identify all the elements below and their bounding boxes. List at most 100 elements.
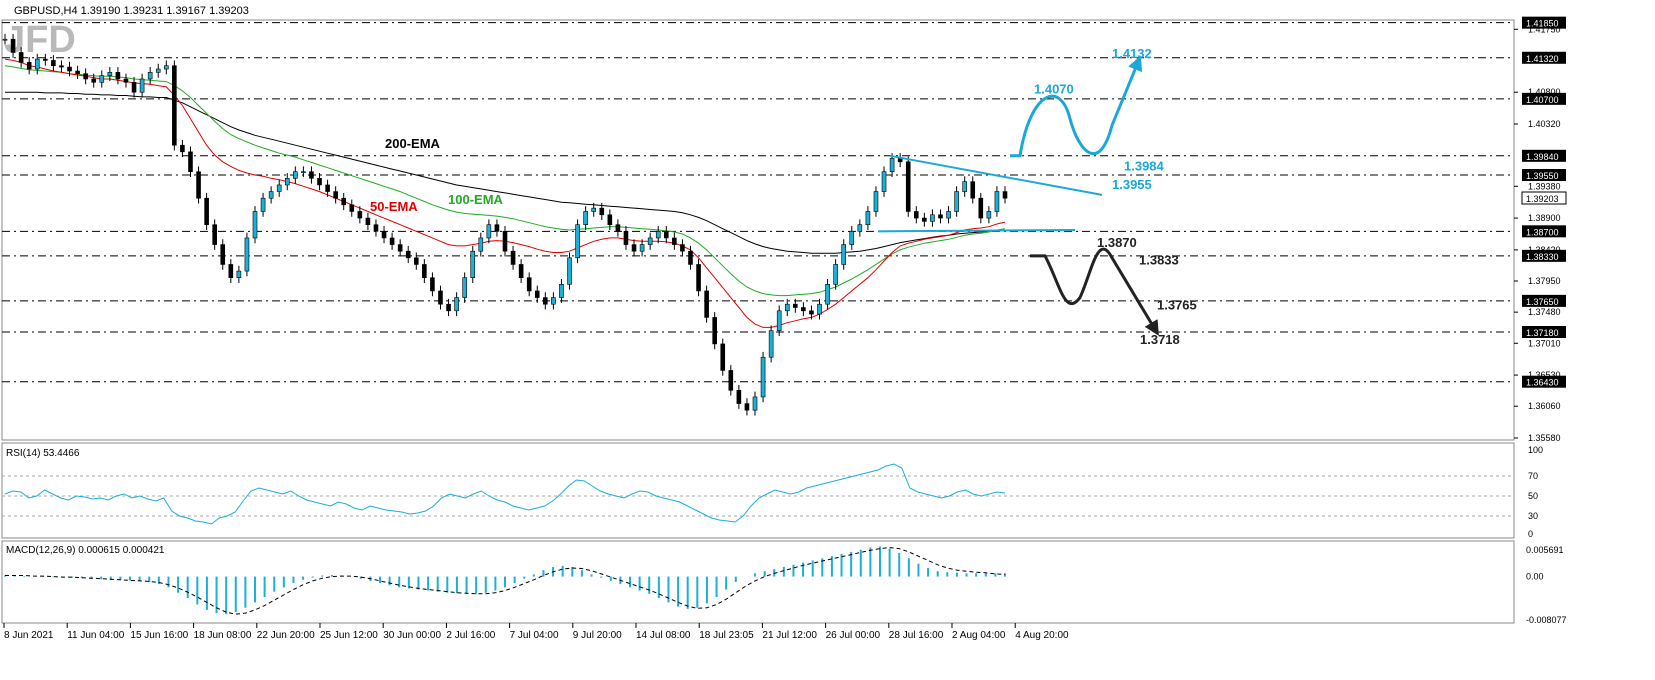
y-tick-label: 1.41750 bbox=[1528, 24, 1561, 34]
current-price-box bbox=[1521, 191, 1567, 205]
candle-body bbox=[865, 211, 871, 226]
level-label: 1.37650 bbox=[1526, 297, 1559, 307]
x-tick-label: 11 Jun 04:00 bbox=[67, 630, 125, 641]
level-box bbox=[1522, 149, 1566, 162]
candle-body bbox=[470, 250, 476, 278]
x-tick-label: 14 Jul 08:00 bbox=[636, 630, 691, 641]
y-tick-label: 1.40800 bbox=[1528, 87, 1561, 97]
candle-body bbox=[147, 72, 153, 80]
candle-body bbox=[986, 211, 992, 219]
candle-body bbox=[615, 224, 621, 232]
level-box bbox=[1522, 225, 1566, 238]
rsi-chart: 100 70 50 30 0 bbox=[2, 445, 1543, 539]
level-label: 1.37180 bbox=[1526, 328, 1559, 338]
candle-body bbox=[631, 244, 637, 252]
candle-body bbox=[454, 297, 459, 312]
bullish-target-label: 1.4132 bbox=[1112, 46, 1152, 61]
candle-body bbox=[413, 257, 419, 265]
candle-body bbox=[75, 70, 80, 74]
candle-body bbox=[744, 403, 750, 411]
x-tick-label: 26 Jul 00:00 bbox=[826, 630, 881, 641]
candle-body bbox=[575, 224, 580, 259]
level-label: 1.41850 bbox=[1526, 19, 1559, 29]
level-box bbox=[1522, 375, 1566, 388]
x-tick-label: 2 Aug 04:00 bbox=[952, 630, 1006, 641]
candle-body bbox=[809, 310, 814, 315]
candle-body bbox=[462, 277, 467, 298]
level-box bbox=[1522, 92, 1566, 105]
candle-body bbox=[905, 161, 911, 212]
candle-body bbox=[10, 38, 16, 53]
candle-body bbox=[301, 171, 306, 174]
level-label: 1.41320 bbox=[1526, 54, 1559, 64]
candle-body bbox=[930, 214, 935, 222]
symbol-info: GBPUSD,H4 1.39190 1.39231 1.39167 1.3920… bbox=[14, 5, 249, 17]
ema-label: 50-EMA bbox=[370, 199, 418, 214]
candle-body bbox=[607, 214, 613, 226]
macd-tick-label: 0.00 bbox=[1526, 572, 1544, 582]
candle-body bbox=[857, 224, 863, 232]
candle-body bbox=[704, 290, 709, 318]
level-box bbox=[1522, 326, 1566, 339]
y-tick-label: 1.37950 bbox=[1528, 276, 1561, 286]
lower-trendline bbox=[877, 229, 1076, 233]
rsi-title: RSI(14) 53.4466 bbox=[6, 448, 80, 459]
level-box bbox=[1522, 169, 1566, 182]
candle-body bbox=[559, 284, 564, 298]
candle-body bbox=[494, 224, 500, 232]
candle-body bbox=[543, 297, 548, 305]
ema100-line bbox=[4, 65, 1006, 297]
candle-body bbox=[736, 390, 742, 404]
candle-body bbox=[107, 72, 113, 76]
bullish-target-label: 1.3955 bbox=[1112, 177, 1152, 192]
bearish-target-label: 1.3765 bbox=[1157, 297, 1197, 312]
candle-body bbox=[599, 207, 605, 216]
candle-body bbox=[325, 184, 330, 192]
candle-body bbox=[18, 52, 24, 63]
candle-body bbox=[591, 207, 597, 212]
candle-body bbox=[293, 171, 298, 179]
candle-body bbox=[188, 151, 193, 173]
y-tick-label: 1.38900 bbox=[1528, 213, 1561, 223]
y-tick-label: 1.37010 bbox=[1528, 338, 1561, 348]
candle-body bbox=[776, 310, 782, 331]
candle-body bbox=[994, 191, 1000, 212]
candle-body bbox=[962, 181, 967, 192]
bullish-target-label: 1.3984 bbox=[1124, 158, 1165, 173]
candle-body bbox=[752, 396, 758, 411]
candle-body bbox=[163, 65, 169, 70]
candle-body bbox=[760, 356, 766, 398]
candle-body bbox=[430, 277, 435, 292]
price-panel bbox=[1, 19, 1515, 441]
jfd-logo: JFD bbox=[4, 19, 76, 61]
candle-body bbox=[446, 303, 451, 312]
candle-body bbox=[333, 191, 338, 199]
candle-body bbox=[438, 290, 443, 305]
level-label: 1.38330 bbox=[1526, 252, 1559, 262]
candle-body bbox=[510, 250, 516, 265]
candle-body bbox=[51, 60, 56, 67]
x-tick-label: 28 Jul 16:00 bbox=[889, 630, 944, 641]
candle-body bbox=[59, 65, 64, 68]
y-tick-label: 1.36060 bbox=[1528, 401, 1561, 411]
candle-body bbox=[268, 191, 274, 199]
candle-body bbox=[236, 270, 242, 278]
candle-body bbox=[381, 231, 387, 239]
level-box bbox=[1522, 249, 1566, 262]
level-box bbox=[1522, 294, 1566, 307]
rsi-tick-label: 0 bbox=[1528, 529, 1533, 539]
candle-body bbox=[502, 231, 508, 252]
candle-body bbox=[873, 191, 879, 212]
candle-body bbox=[131, 81, 137, 93]
y-tick-label: 1.36530 bbox=[1528, 370, 1561, 380]
rsi-line bbox=[4, 463, 1006, 525]
macd-tick-label: -0.008077 bbox=[1526, 615, 1567, 625]
candle-body bbox=[260, 197, 266, 212]
x-tick-label: 18 Jun 08:00 bbox=[194, 630, 252, 641]
candle-body bbox=[180, 144, 185, 153]
candle-body bbox=[365, 217, 371, 226]
price-axis: 1.41850 1.41320 1.40700 1.39840 1.39550 1.387… bbox=[1514, 16, 1567, 443]
bearish-scenario-arrow bbox=[1030, 247, 1159, 336]
rsi-tick-label: 100 bbox=[1528, 445, 1543, 455]
